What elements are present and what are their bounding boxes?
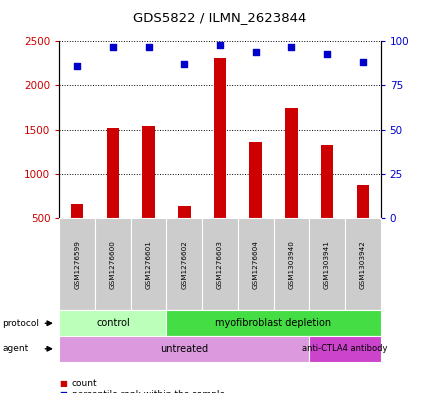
Text: GDS5822 / ILMN_2623844: GDS5822 / ILMN_2623844: [133, 11, 307, 24]
Bar: [178, 206, 191, 218]
Text: anti-CTLA4 antibody: anti-CTLA4 antibody: [302, 344, 388, 353]
Bar: [71, 204, 84, 218]
Point: [74, 63, 81, 69]
Point: [145, 43, 152, 50]
Text: untreated: untreated: [160, 344, 209, 354]
Text: GSM1276602: GSM1276602: [181, 240, 187, 289]
Text: GSM1276600: GSM1276600: [110, 240, 116, 289]
Text: GSM1276601: GSM1276601: [146, 240, 152, 289]
Point: [181, 61, 188, 67]
Text: myofibroblast depletion: myofibroblast depletion: [216, 318, 332, 328]
Bar: [249, 142, 262, 218]
Bar: [285, 108, 297, 218]
Text: GSM1303940: GSM1303940: [288, 240, 294, 289]
Point: [216, 42, 224, 48]
Text: percentile rank within the sample: percentile rank within the sample: [72, 391, 225, 393]
Text: agent: agent: [2, 344, 29, 353]
Text: ■: ■: [59, 379, 67, 387]
Text: protocol: protocol: [2, 319, 39, 328]
Text: GSM1276604: GSM1276604: [253, 240, 259, 289]
Point: [288, 43, 295, 50]
Text: GSM1276599: GSM1276599: [74, 240, 80, 289]
Text: GSM1303941: GSM1303941: [324, 240, 330, 289]
Text: control: control: [96, 318, 130, 328]
Bar: [214, 58, 226, 218]
Point: [252, 49, 259, 55]
Point: [323, 50, 330, 57]
Text: ■: ■: [59, 391, 67, 393]
Text: count: count: [72, 379, 97, 387]
Bar: [321, 145, 334, 218]
Bar: [106, 128, 119, 218]
Point: [110, 43, 117, 50]
Bar: [356, 185, 369, 218]
Bar: [143, 126, 155, 218]
Text: GSM1276603: GSM1276603: [217, 240, 223, 289]
Text: GSM1303942: GSM1303942: [360, 240, 366, 289]
Point: [359, 59, 366, 66]
